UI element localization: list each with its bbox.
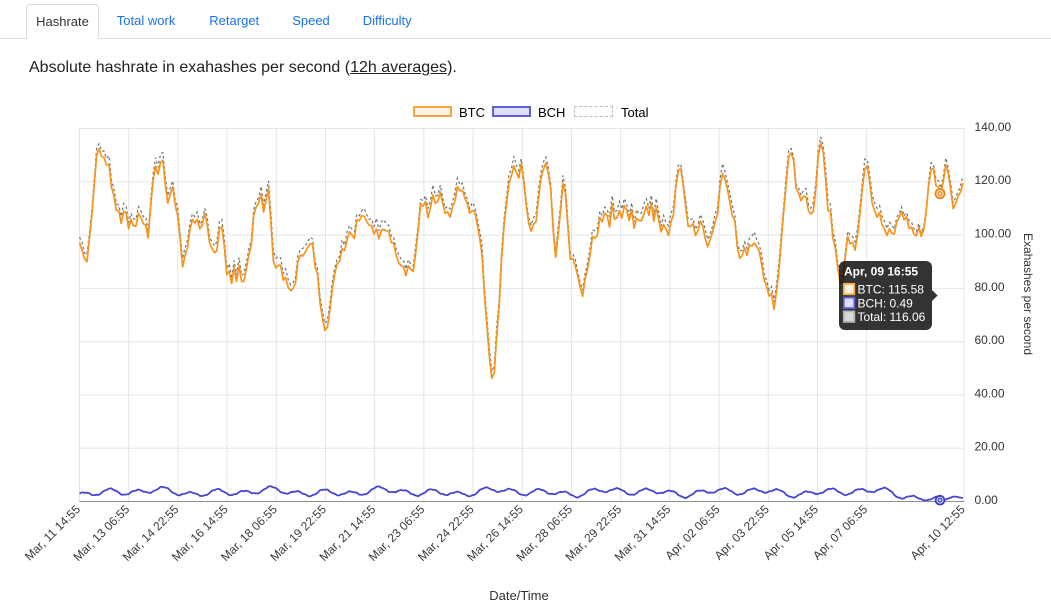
svg-text:0.00: 0.00 (975, 493, 999, 507)
svg-text:Apr, 09 16:55: Apr, 09 16:55 (844, 265, 918, 279)
svg-text:140.00: 140.00 (975, 120, 1012, 134)
svg-text:Apr, 10 12:55: Apr, 10 12:55 (907, 502, 968, 563)
svg-text:80.00: 80.00 (975, 280, 1005, 294)
svg-text:BTC: 115.58: BTC: 115.58 (858, 283, 925, 297)
svg-text:60.00: 60.00 (975, 333, 1005, 347)
svg-text:Total: 116.06: Total: 116.06 (858, 310, 926, 324)
svg-text:120.00: 120.00 (975, 173, 1012, 187)
svg-text:20.00: 20.00 (975, 440, 1005, 454)
svg-text:Date/Time: Date/Time (489, 588, 548, 603)
svg-text:40.00: 40.00 (975, 386, 1005, 400)
svg-text:Exahashes per second: Exahashes per second (1021, 233, 1035, 355)
svg-text:100.00: 100.00 (975, 227, 1012, 241)
svg-text:BCH: 0.49: BCH: 0.49 (858, 296, 914, 310)
